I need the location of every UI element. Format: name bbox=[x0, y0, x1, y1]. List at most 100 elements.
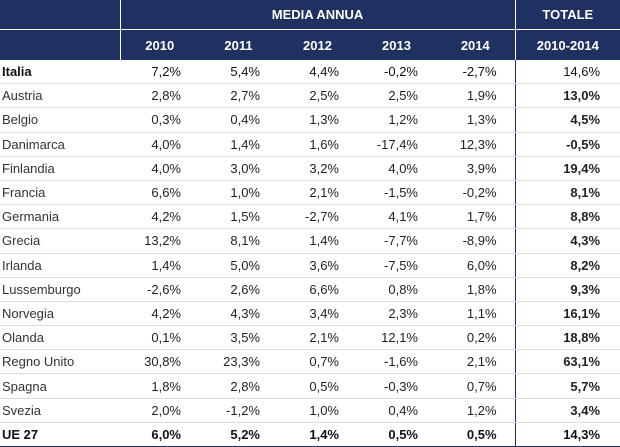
annual-value-cell: 12,3% bbox=[436, 132, 516, 157]
annual-value-cell: 6,6% bbox=[120, 180, 199, 206]
total-value-cell: 18,8% bbox=[514, 325, 620, 351]
annual-value-cell: 0,3% bbox=[120, 107, 199, 133]
total-value-cell: 9,3% bbox=[514, 277, 620, 302]
annual-value-cell: 0,7% bbox=[278, 349, 357, 375]
annual-value-cell: -1,6% bbox=[357, 349, 436, 375]
annual-value-cell: 0,5% bbox=[436, 421, 516, 447]
country-name: Olanda bbox=[0, 325, 120, 351]
annual-value-cell: 4,0% bbox=[120, 156, 199, 181]
table-row: Finlandia 4,0% 3,0% 3,2% 4,0% 3,9% 19,4% bbox=[0, 156, 620, 181]
table-row: Svezia 2,0% -1,2% 1,0% 0,4% 1,2% 3,4% bbox=[0, 398, 620, 423]
country-name: Spagna bbox=[0, 373, 120, 399]
annual-value-cell: 12,1% bbox=[357, 325, 436, 351]
table-header: MEDIA ANNUA TOTALE 2010 2011 2012 2013 2… bbox=[0, 0, 620, 60]
annual-value-cell: 0,1% bbox=[120, 325, 199, 351]
annual-value-cell: -17,4% bbox=[357, 132, 436, 157]
header-year: 2010 bbox=[119, 29, 199, 60]
total-value-cell: 8,8% bbox=[514, 204, 620, 230]
table-row: Regno Unito 30,8% 23,3% 0,7% -1,6% 2,1% 63,1% bbox=[0, 349, 620, 375]
annual-value-cell: -7,7% bbox=[357, 228, 436, 254]
annual-value-cell: 13,2% bbox=[120, 228, 199, 254]
annual-value-cell: 1,4% bbox=[278, 228, 357, 254]
country-name: Germania bbox=[0, 204, 120, 230]
annual-value-cell: 2,7% bbox=[199, 83, 278, 109]
annual-value-cell: 6,0% bbox=[120, 421, 199, 447]
annual-value-cell: -1,2% bbox=[199, 398, 278, 423]
annual-value-cell: -0,2% bbox=[357, 60, 436, 85]
annual-value-cell: 2,1% bbox=[436, 349, 516, 375]
table-row: Belgio 0,3% 0,4% 1,3% 1,2% 1,3% 4,5% bbox=[0, 107, 620, 133]
annual-value-cell: 1,8% bbox=[436, 277, 516, 302]
annual-value-cell: 1,4% bbox=[199, 132, 278, 157]
total-value-cell: 8,2% bbox=[514, 253, 620, 278]
table-row: Germania 4,2% 1,5% -2,7% 4,1% 1,7% 8,8% bbox=[0, 204, 620, 230]
annual-value-cell: 0,2% bbox=[436, 325, 516, 351]
annual-value-cell: 4,0% bbox=[120, 132, 199, 157]
annual-value-cell: 0,8% bbox=[357, 277, 436, 302]
annual-value-cell: 5,2% bbox=[199, 421, 278, 447]
total-value-cell: 5,7% bbox=[514, 373, 620, 399]
annual-value-cell: 2,5% bbox=[278, 83, 357, 109]
table-row: Italia 7,2% 5,4% 4,4% -0,2% -2,7% 14,6% bbox=[0, 60, 620, 85]
annual-value-cell: 0,5% bbox=[357, 421, 436, 447]
annual-value-cell: 0,7% bbox=[436, 373, 516, 399]
header-year: 2011 bbox=[199, 29, 278, 60]
annual-value-cell: 1,6% bbox=[278, 132, 357, 157]
country-name: Norvegia bbox=[0, 301, 120, 327]
annual-value-cell: 1,4% bbox=[120, 253, 199, 278]
country-name: Belgio bbox=[0, 107, 120, 133]
country-name: Grecia bbox=[0, 228, 120, 254]
country-name: Francia bbox=[0, 180, 120, 206]
total-value-cell: 16,1% bbox=[514, 301, 620, 327]
total-value-cell: 19,4% bbox=[514, 156, 620, 181]
table-row: Irlanda 1,4% 5,0% 3,6% -7,5% 6,0% 8,2% bbox=[0, 253, 620, 278]
annual-value-cell: 1,4% bbox=[278, 421, 357, 447]
table-row: Austria 2,8% 2,7% 2,5% 2,5% 1,9% 13,0% bbox=[0, 83, 620, 109]
header-total-period: 2010-2014 bbox=[514, 29, 620, 60]
country-name: Finlandia bbox=[0, 156, 120, 181]
annual-value-cell: 4,0% bbox=[357, 156, 436, 181]
total-value-cell: 14,3% bbox=[514, 421, 620, 447]
annual-value-cell: 3,4% bbox=[278, 301, 357, 327]
country-name: Lussemburgo bbox=[0, 277, 120, 302]
table-row: Francia 6,6% 1,0% 2,1% -1,5% -0,2% 8,1% bbox=[0, 180, 620, 206]
total-value-cell: 4,3% bbox=[514, 228, 620, 254]
table-row: Lussemburgo -2,6% 2,6% 6,6% 0,8% 1,8% 9,3% bbox=[0, 277, 620, 302]
annual-value-cell: 1,2% bbox=[357, 107, 436, 133]
total-value-cell: 13,0% bbox=[514, 83, 620, 109]
country-name: Irlanda bbox=[0, 253, 120, 278]
annual-value-cell: 3,9% bbox=[436, 156, 516, 181]
annual-value-cell: 3,0% bbox=[199, 156, 278, 181]
total-value-cell: 63,1% bbox=[514, 349, 620, 375]
total-value-cell: 4,5% bbox=[514, 107, 620, 133]
annual-value-cell: -2,7% bbox=[436, 60, 516, 85]
header-total-label: TOTALE bbox=[514, 0, 620, 30]
total-value-cell: 14,6% bbox=[514, 60, 620, 85]
table-row: Danimarca 4,0% 1,4% 1,6% -17,4% 12,3% -0,5% bbox=[0, 132, 620, 157]
annual-value-cell: 8,1% bbox=[199, 228, 278, 254]
country-name: Regno Unito bbox=[0, 349, 120, 375]
annual-value-cell: -0,3% bbox=[357, 373, 436, 399]
annual-value-cell: 1,0% bbox=[199, 180, 278, 206]
annual-value-cell: -2,6% bbox=[120, 277, 199, 302]
annual-value-cell: 2,6% bbox=[199, 277, 278, 302]
annual-value-cell: 2,8% bbox=[199, 373, 278, 399]
annual-value-cell: 0,4% bbox=[357, 398, 436, 423]
annual-value-cell: 4,2% bbox=[120, 301, 199, 327]
country-name: Danimarca bbox=[0, 132, 120, 157]
annual-value-cell: 30,8% bbox=[120, 349, 199, 375]
header-corner bbox=[0, 0, 120, 30]
header-corner-lower bbox=[0, 29, 120, 60]
header-group-label: MEDIA ANNUA bbox=[119, 0, 516, 30]
annual-value-cell: 2,1% bbox=[278, 180, 357, 206]
annual-value-cell: 1,9% bbox=[436, 83, 516, 109]
total-value-cell: -0,5% bbox=[514, 132, 620, 157]
annual-value-cell: 2,1% bbox=[278, 325, 357, 351]
annual-value-cell: 6,6% bbox=[278, 277, 357, 302]
annual-value-cell: -7,5% bbox=[357, 253, 436, 278]
annual-value-cell: 23,3% bbox=[199, 349, 278, 375]
header-year: 2014 bbox=[436, 29, 516, 60]
annual-value-cell: 1,3% bbox=[436, 107, 516, 133]
header-year: 2013 bbox=[357, 29, 436, 60]
